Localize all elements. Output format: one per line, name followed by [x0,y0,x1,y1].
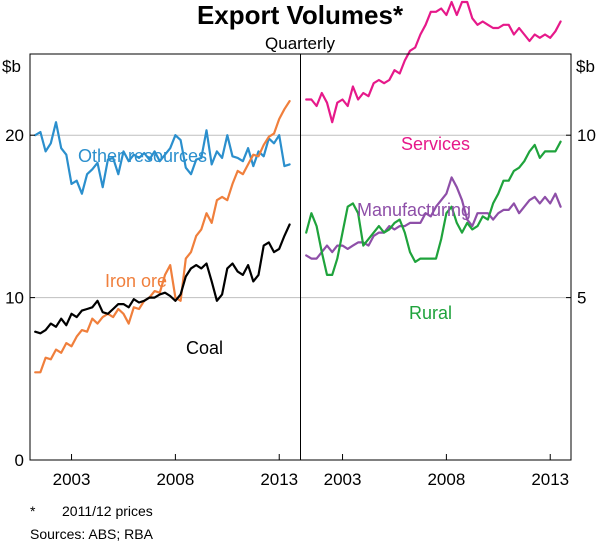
ytick-label-left-10: 10 [5,289,24,308]
ytick-label-left-0: 0 [15,451,24,470]
footnote-star: * [30,503,36,519]
chart-subtitle: Quarterly [265,34,335,53]
series-line-coal [34,223,291,335]
other-resources-label: Other resources [78,146,207,166]
gridlines [30,134,571,299]
series-line-services [305,0,562,124]
xtick-label-left-2013: 2013 [260,470,298,489]
axis-ticks: 0 10 20 2003 2008 2013 5 10 2003 2008 2013 [5,126,596,489]
series-line-iron-ore [34,99,291,374]
footnote-prices: 2011/12 prices [62,503,153,519]
ytick-label-right-5: 5 [577,289,586,308]
right-unit-label: $b [576,57,595,76]
xtick-label-right-2003: 2003 [324,470,362,489]
ytick-label-right-10: 10 [577,126,596,145]
series-line-manufacturing [305,176,562,260]
xtick-label-right-2008: 2008 [427,470,465,489]
footnote-sources: Sources: ABS; RBA [30,526,154,542]
manufacturing-label: Manufacturing [357,200,471,220]
iron-ore-label: Iron ore [105,271,167,291]
chart-title: Export Volumes* [197,0,404,30]
rural-label: Rural [409,303,452,323]
xtick-label-left-2008: 2008 [156,470,194,489]
xtick-label-right-2013: 2013 [531,470,569,489]
services-label: Services [401,134,470,154]
ytick-label-left-20: 20 [5,126,24,145]
series-line-rural [305,140,562,276]
xtick-label-left-2003: 2003 [53,470,91,489]
left-unit-label: $b [2,57,21,76]
series-line-other-resources [34,121,291,195]
coal-label: Coal [186,338,223,358]
series-lines [34,0,562,374]
